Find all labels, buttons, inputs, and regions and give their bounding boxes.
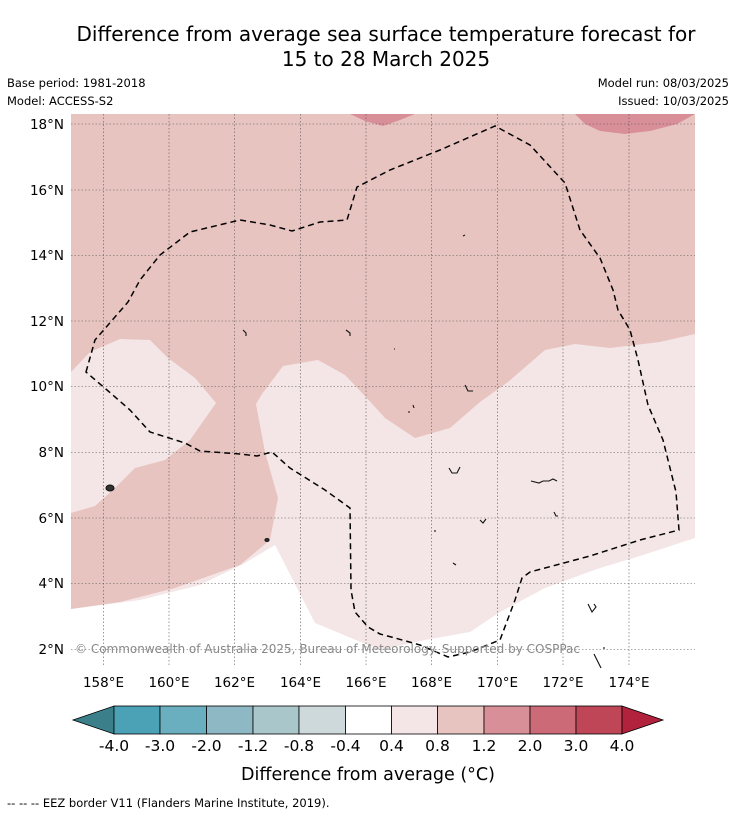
lat-tick-6n: 6°N [39,511,64,527]
colorbar-cell [529,705,577,735]
meta-left: Base period: 1981-2018 Model: ACCESS-S2 [7,74,146,110]
colorbar-cell [345,705,392,735]
lon-tick-160e: 160°E [148,675,189,691]
chart-title: Difference from average sea surface temp… [40,22,732,72]
issued-date: Issued: 10/03/2025 [618,94,729,108]
lat-tick-2n: 2°N [39,642,64,658]
lon-tick-164e: 164°E [280,675,321,691]
anomaly-band-1.2-2.0-west [350,114,415,126]
colorbar-tick-labels: -4.0 -3.0 -2.0 -1.2 -0.8 -0.4 0.4 0.8 1.… [99,737,634,755]
colorbar-cell [298,705,346,735]
colorbar: -4.0 -3.0 -2.0 -1.2 -0.8 -0.4 0.4 0.8 1.… [71,705,665,785]
lon-tick-170e: 170°E [477,675,518,691]
colorbar-tick-label: 0.8 [425,737,450,755]
lon-tick-162e: 162°E [214,675,255,691]
colorbar-title: Difference from average (°C) [241,765,495,785]
lat-tick-14n: 14°N [30,248,64,264]
anomaly-band-0.8-1.2 [71,114,695,609]
colorbar-cell [206,705,254,735]
eez-footnote: -- -- -- EEZ border V11 (Flanders Marine… [7,796,330,810]
model-run: Model run: 08/03/2025 [597,76,729,90]
colorbar-tick-label: 3.0 [564,737,589,755]
colorbar-cell [252,705,300,735]
lon-tick-158e: 158°E [83,675,124,691]
colorbar-tick-label: 4.0 [610,737,635,755]
eez-border [85,125,680,658]
lat-tick-16n: 16°N [30,183,64,199]
title-line-2: 15 to 28 March 2025 [281,47,491,71]
lat-tick-18n: 18°N [30,117,64,133]
lat-tick-4n: 4°N [39,576,64,592]
lat-tick-labels: 2°N 4°N 6°N 8°N 10°N 12°N 14°N 16°N 18°N [30,117,64,658]
lon-tick-168e: 168°E [411,675,452,691]
colorbar-cell [575,705,623,735]
colorbar-tick-label: -1.2 [238,737,268,755]
lon-tick-166e: 166°E [345,675,386,691]
model-name: Model: ACCESS-S2 [7,94,114,108]
lon-tick-172e: 172°E [542,675,583,691]
meta-right: Model run: 08/03/2025 Issued: 10/03/2025 [598,74,729,110]
colorbar-tick-label: 0.4 [379,737,404,755]
lon-tick-labels: 158°E 160°E 162°E 164°E 166°E 168°E 170°… [83,675,650,691]
colorbar-tick-label: -0.8 [284,737,314,755]
colorbar-tick-label: -2.0 [191,737,221,755]
lat-tick-12n: 12°N [30,314,64,330]
colorbar-cells [71,705,665,735]
colorbar-cell [391,705,438,735]
copyright-text: © Commonwealth of Australia 2025, Bureau… [75,642,580,656]
colorbar-cell [159,705,207,735]
lat-tick-8n: 8°N [39,445,64,461]
colorbar-tick-label: -3.0 [145,737,175,755]
colorbar-tick-label: 2.0 [518,737,543,755]
title-line-1: Difference from average sea surface temp… [76,22,696,46]
colorbar-tick-label: 1.2 [472,737,497,755]
colorbar-cell [483,705,531,735]
colorbar-cell [113,705,161,735]
colorbar-extend-high [621,705,665,735]
map-area [71,114,695,667]
colorbar-tick-label: -0.4 [330,737,360,755]
colorbar-tick-label: -4.0 [99,737,129,755]
lat-tick-10n: 10°N [30,379,64,395]
islands [105,234,605,669]
base-period: Base period: 1981-2018 [7,76,146,90]
colorbar-extend-low [71,705,115,735]
colorbar-cell [437,705,485,735]
lon-tick-174e: 174°E [608,675,649,691]
gridlines [71,114,695,667]
